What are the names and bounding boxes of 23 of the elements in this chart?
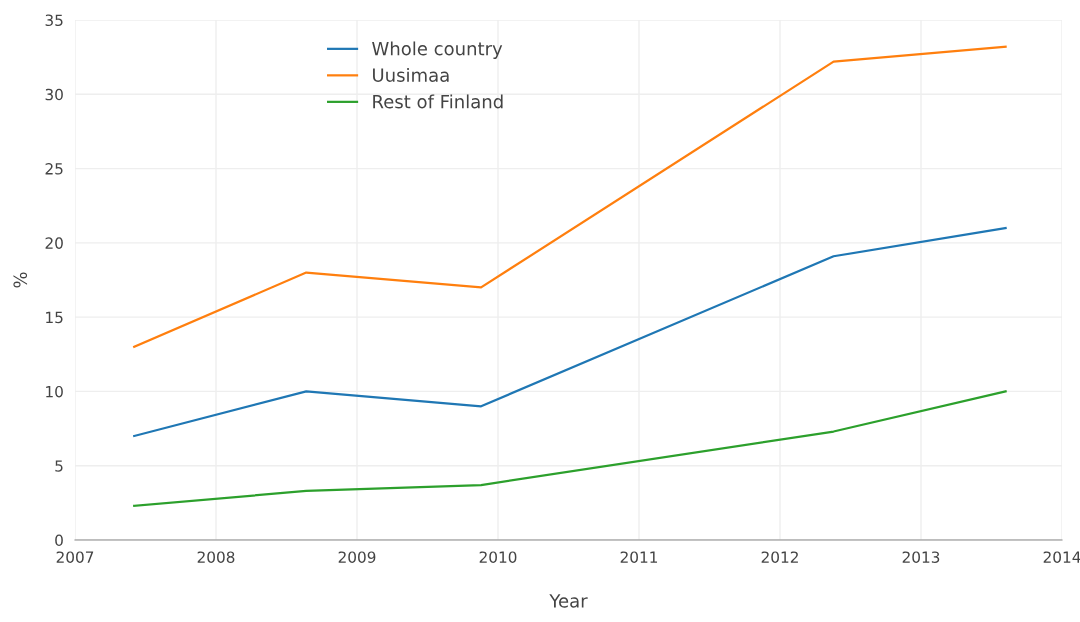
y-tick-label: 15 xyxy=(46,311,63,324)
y-tick-label: 10 xyxy=(46,385,63,398)
x-tick-label: 2011 xyxy=(620,551,658,563)
x-tick-label: 2013 xyxy=(902,551,940,563)
y-axis-title: % xyxy=(13,272,28,288)
y-tick-label: 5 xyxy=(55,460,63,472)
x-axis-title: Year xyxy=(549,594,588,608)
legend-label: Whole country xyxy=(372,41,503,59)
y-tick-label: 35 xyxy=(45,14,63,27)
y-tick-label: 30 xyxy=(45,88,63,101)
line-series xyxy=(133,226,1007,438)
y-tick-label: 0 xyxy=(55,534,63,547)
y-tick-label: 25 xyxy=(45,163,63,175)
x-tick-label: 2007 xyxy=(56,551,94,563)
y-tick-label: 20 xyxy=(45,237,63,249)
legend-label: Uusimaa xyxy=(373,67,449,82)
x-tick-label: 2008 xyxy=(197,551,235,563)
line-series xyxy=(133,390,1007,507)
x-tick-label: 2009 xyxy=(338,551,376,563)
legend-label: Rest of Finland xyxy=(373,94,503,109)
x-tick-label: 2012 xyxy=(761,551,798,563)
x-tick-label: 2010 xyxy=(479,551,517,563)
x-tick-label: 2014 xyxy=(1043,551,1080,563)
